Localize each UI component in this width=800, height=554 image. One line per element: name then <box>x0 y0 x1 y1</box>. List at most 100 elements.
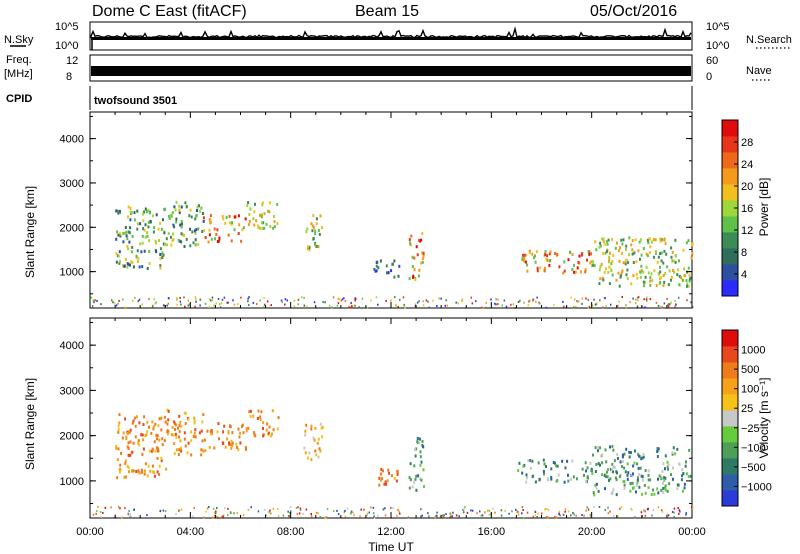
near-range-cell <box>576 300 579 303</box>
near-range-cell <box>263 303 266 306</box>
colorbar-segment <box>722 362 738 379</box>
range-gate-cell <box>144 434 147 437</box>
range-gate-cell <box>312 236 315 240</box>
range-gate-cell <box>667 283 670 287</box>
range-gate-cell <box>384 480 387 484</box>
range-gate-cell <box>408 476 411 480</box>
range-gate-cell <box>180 220 183 223</box>
range-gate-cell <box>206 429 209 433</box>
near-range-cell <box>657 506 660 509</box>
near-range-cell <box>558 512 560 515</box>
near-range-cell <box>444 304 447 307</box>
near-range-cell <box>397 305 399 308</box>
range-gate-cell <box>687 475 690 478</box>
near-range-cell <box>240 296 242 299</box>
range-gate-cell <box>161 443 164 447</box>
range-gate-cell <box>676 273 679 277</box>
freq-label: Freq. <box>6 54 32 66</box>
range-gate-cell <box>147 464 150 468</box>
range-gate-cell <box>647 478 650 482</box>
range-gate-cell <box>610 262 613 266</box>
range-gate-cell <box>189 208 192 212</box>
range-gate-cell <box>655 250 657 254</box>
near-range-cell <box>564 514 566 516</box>
near-range-cell <box>534 511 537 514</box>
range-gate-cell <box>308 451 311 455</box>
near-range-cell <box>94 299 96 302</box>
range-gate-cell <box>115 209 118 213</box>
range-gate-cell <box>151 420 154 424</box>
near-range-cell <box>494 511 496 514</box>
near-range-cell <box>663 302 666 305</box>
range-gate-cell <box>378 483 381 487</box>
range-gate-cell <box>229 443 232 447</box>
range-gate-cell <box>137 441 139 445</box>
range-gate-cell <box>312 214 315 218</box>
near-range-cell <box>482 307 485 309</box>
near-range-cell <box>643 306 646 309</box>
near-range-cell <box>95 510 98 512</box>
near-range-cell <box>446 304 448 307</box>
range-gate-cell <box>521 258 524 262</box>
near-range-cell <box>519 299 521 302</box>
range-gate-cell <box>173 205 176 209</box>
near-range-cell <box>396 514 398 517</box>
near-range-cell <box>547 516 549 519</box>
near-range-cell <box>572 511 574 514</box>
range-gate-cell <box>306 456 309 460</box>
range-gate-cell <box>138 443 141 447</box>
range-gate-cell <box>276 222 279 226</box>
x-tick-label: 00:00 <box>678 526 706 538</box>
range-gate-cell <box>257 226 260 230</box>
range-gate-cell <box>642 280 645 284</box>
colorbar-tick-label: 25 <box>741 403 753 415</box>
range-gate-cell <box>627 261 630 265</box>
range-gate-cell <box>621 251 623 255</box>
velocity-x-axis: 00:00 04:00 08:00 12:00 16:00 20:00 00:00 <box>76 318 706 538</box>
near-range-cell <box>317 512 319 515</box>
range-gate-cell <box>138 421 141 425</box>
range-gate-cell <box>598 245 601 249</box>
near-range-cell <box>222 515 224 518</box>
near-range-cell <box>652 509 654 511</box>
range-gate-cell <box>126 244 129 248</box>
range-gate-cell <box>647 474 650 477</box>
range-gate-cell <box>409 241 411 245</box>
range-gate-cell <box>523 256 526 260</box>
near-range-cell <box>358 306 360 309</box>
range-gate-cell <box>226 437 229 441</box>
range-gate-cell <box>608 478 610 482</box>
near-range-cell <box>233 303 236 306</box>
range-gate-cell <box>127 446 130 450</box>
range-gate-cell <box>556 253 559 256</box>
range-gate-cell <box>256 417 259 420</box>
range-gate-cell <box>128 430 131 434</box>
range-gate-cell <box>122 431 125 435</box>
near-range-cell <box>534 514 537 517</box>
range-gate-cell <box>116 230 119 234</box>
range-gate-cell <box>621 455 624 459</box>
range-gate-cell <box>604 474 607 478</box>
range-gate-cell <box>599 277 602 281</box>
near-range-cell <box>179 300 182 303</box>
range-gate-cell <box>237 448 240 452</box>
range-gate-cell <box>143 469 146 473</box>
range-gate-cell <box>153 226 156 230</box>
range-gate-cell <box>591 471 594 475</box>
near-range-cell <box>621 296 623 298</box>
near-range-cell <box>297 298 300 301</box>
near-range-cell <box>188 303 191 306</box>
range-gate-cell <box>524 253 527 257</box>
near-range-cell <box>463 511 465 514</box>
x-tick-label: 20:00 <box>578 526 606 538</box>
x-tick-label: 08:00 <box>277 526 305 538</box>
range-gate-cell <box>617 271 620 275</box>
range-gate-cell <box>127 453 130 457</box>
range-gate-cell <box>657 477 659 481</box>
range-gate-cell <box>550 467 553 471</box>
range-gate-cell <box>678 463 681 467</box>
range-gate-cell <box>265 222 268 226</box>
near-range-cell <box>632 297 634 300</box>
range-gate-cell <box>595 463 598 466</box>
range-gate-cell <box>249 207 252 211</box>
